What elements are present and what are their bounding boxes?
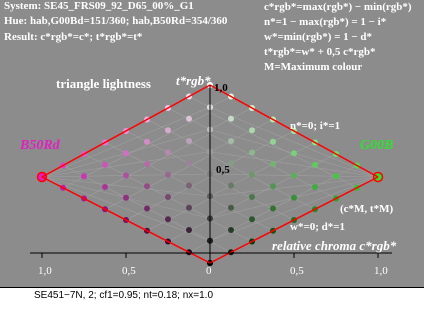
color-dot [102,184,108,190]
t-mid-value: 0,5 [216,164,230,176]
axis-tick-label: 1,0 [38,265,52,277]
grid-line [146,119,211,153]
color-dot [144,161,150,167]
color-dot [102,161,108,168]
grid-line [41,106,211,178]
t-top-value: 1,0 [214,82,228,94]
hue-line: Hue: hab,G00Bd=151/360; hab,B50Rd=354/36… [4,15,228,27]
grid-line [209,96,232,108]
formula-t: t*rgb*=w* + 0,5 c*rgb* [264,46,376,58]
color-dot [291,172,297,179]
color-dot [165,127,171,134]
t-axis-label: t*rgb* [176,73,211,88]
grid-line [209,198,274,232]
color-dot [228,204,234,211]
color-dot [249,194,255,200]
outline-edge [209,176,379,264]
color-dot [249,127,255,134]
color-dot [312,184,318,190]
grid-line [104,142,211,197]
axis-tick-label: 1,0 [374,265,388,277]
n0-i1-label: n*=0; i*=1 [290,120,341,132]
color-dot [270,205,276,212]
color-dot [312,161,318,168]
w0-d1-label: w*=0; d*=1 [290,221,346,233]
color-dot [123,194,129,201]
color-dot [123,150,129,157]
grid-line [104,155,211,210]
color-dot [123,172,129,179]
grid-line [209,165,358,242]
formula-n: n*=1 − max(rgb*) = 1 − i* [264,16,387,28]
axis-tick-label: 0,5 [290,265,304,277]
color-dot [291,150,297,157]
left-hue-label: B50Rd [20,138,60,153]
color-dot [270,161,276,167]
grid-line [41,176,211,242]
color-dot [291,194,297,201]
grid-line [188,241,211,253]
grid-line [209,119,274,153]
right-hue-label: G00B [360,138,394,153]
axis-tick-label: 0 [206,265,212,277]
cm-tm-label: (c*M, t*M) [340,203,394,215]
relative-chroma-label: relative chroma c*rgb* [272,238,397,253]
axis-tick-label: 0,5 [122,265,136,277]
grid-line [146,198,211,232]
color-dot [144,138,150,145]
color-dot [165,194,171,200]
outline-edge [209,84,379,178]
color-dot [228,115,234,122]
color-dot [144,205,150,212]
color-dot [228,138,234,144]
color-dot [186,115,192,122]
chroma-axis: 1,0 0,5 0 0,5 1,0 [30,252,392,277]
color-dot [228,160,234,167]
color-dot [186,227,192,233]
grid-line [41,176,211,197]
color-dot [333,173,339,180]
color-dot [270,183,276,190]
grid-line [209,155,316,210]
formula-chroma: c*rgb*=max(rgb*) − min(rgb*) [264,1,412,13]
outline-edge [41,84,211,178]
grid-line [209,106,379,178]
color-dot [186,204,192,211]
outline-edge [41,176,211,264]
color-dot [165,149,171,156]
formula-w: w*=min(rgb*) = 1 − d* [264,31,373,43]
formula-m: M=Maximum colour [264,61,363,73]
grid-line [209,142,316,197]
grid-line [41,151,211,178]
triangle-lightness-label: triangle lightness [56,76,151,91]
grid-line [188,96,211,108]
color-dot [228,227,234,233]
lightness-chroma-diagram: 1,0 0,5 0 0,5 1,0 [30,82,392,277]
grid-line [62,165,211,242]
color-dot [144,183,150,190]
grid-line [209,176,379,242]
color-dots [36,82,384,266]
color-dot [249,149,255,156]
color-dot [186,138,192,144]
color-dot [249,171,255,178]
color-dot [165,216,171,223]
grid-line [209,176,379,197]
color-dot [165,171,171,178]
result-line: Result: c*rgb*=c*; t*rgb*=t* [4,31,143,43]
color-dot [81,173,87,180]
color-dot [249,216,255,223]
color-dot [186,182,192,189]
footer-caption: SE451−7N, 2; cf1=0.95; nt=0.18; nx=1.0 [34,290,214,301]
outline [41,84,379,264]
grid-line [209,151,379,178]
color-dot [228,182,234,189]
bottom-rule [0,287,424,288]
grid-line [209,241,232,253]
color-dot [186,160,192,167]
system-line: System: SE45_FRS09_92_D65_00%_G1 [4,0,194,12]
color-dot [270,138,276,145]
